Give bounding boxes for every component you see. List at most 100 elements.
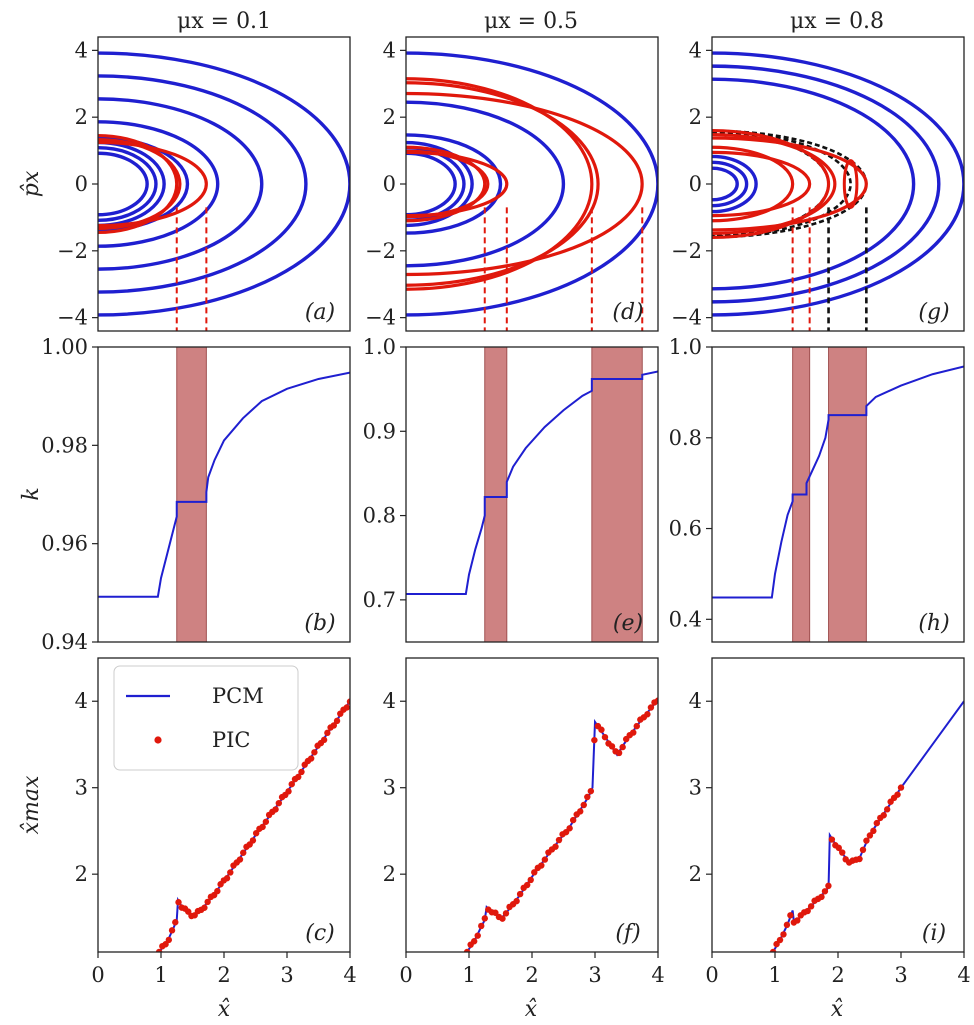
pic-point [298,768,305,776]
column-title-2: μx = 0.5 [484,9,578,34]
orbit-3 [98,140,166,228]
x-tick-label: 0 [91,963,104,987]
island-arc-1 [406,145,487,223]
panel-b: 0.94 0.96 0.98 1.00 (b) [41,335,351,654]
axes-frame [97,346,351,643]
x-tick-label: 2 [525,963,538,987]
y-tick-label: 4 [383,689,396,713]
pic-point [249,837,257,844]
island-arc-1 [712,145,795,223]
pic-point [566,825,573,832]
y-tick-label: 4 [689,38,702,62]
orbit-2 [98,146,158,222]
pic-point [275,799,283,807]
x-tick-label: 1 [768,963,781,987]
pic-point [262,818,270,825]
y-tick-label: 1.00 [41,335,88,359]
x-axis-label-1: x̂ [218,997,231,1022]
plot-area-h [712,347,964,642]
pic-point [647,704,655,711]
y-tick-label: 0.8 [363,504,396,528]
pic-point [474,932,481,939]
x-tick-label: 2 [217,963,230,987]
y-tick-label: 0.7 [363,588,396,612]
row-label-px: p̂x [19,170,44,197]
pic-point [185,908,192,915]
pic-point [783,921,791,929]
panel-f: 2 3 4 0 1 2 3 4 (f) [383,657,665,987]
pic-point [787,912,794,919]
y-tick-label: 3 [75,776,88,800]
unstable-band-2 [591,347,643,642]
axes-frame [711,657,965,953]
x-tick-label: 1 [154,963,167,987]
pic-point [633,722,640,730]
y-tick-label: 4 [689,689,702,713]
pic-point [513,897,520,905]
island-arc-2 [406,77,594,291]
y-tick-label: 0 [75,172,88,196]
orbit-4 [98,135,189,233]
y-tick-label: 0.6 [669,517,702,541]
island-core [842,159,859,209]
pic-point [295,773,302,781]
orbit-6 [98,97,264,271]
pic-point [285,788,292,795]
pic-point [204,898,211,906]
pic-point [320,736,328,744]
x-tick-label: 2 [831,963,844,987]
unstable-band-1 [176,347,207,642]
island-arc-1 [98,133,179,235]
panel-e: 0.7 0.8 0.9 1.0 (e) [363,335,659,643]
orbit-1 [406,151,457,217]
pic-point [330,722,338,729]
plot-area-b [98,347,350,642]
pic-point [227,869,234,876]
y-tick-label: −4 [671,306,702,330]
panel-label: (a) [305,300,335,325]
pic-point [307,755,315,762]
pic-point [569,816,577,824]
pic-point [165,936,173,944]
y-tick-label: 1.0 [363,335,396,359]
panel-label: (c) [305,921,335,946]
y-tick-label: 0.9 [363,419,396,443]
pic-point [324,729,331,737]
y-tick-label: 0.98 [41,433,88,457]
pic-point [577,808,584,815]
unstable-band-1 [484,347,508,642]
y-tick-label: −2 [365,239,396,263]
pic-point [818,893,825,901]
y-tick-label: 4 [383,38,396,62]
x-tick-label: 0 [705,963,718,987]
pic-point [272,806,279,813]
pic-point [531,869,538,876]
pic-point [346,698,350,705]
pic-point [333,717,341,725]
pic-point [859,846,867,854]
pic-point [470,938,478,945]
legend-pic-swatch [154,736,162,744]
column-title-1: μx = 0.1 [177,9,271,34]
island-outer-2 [406,91,644,277]
pic-point [478,922,485,930]
pic-point [870,827,877,835]
pic-point [252,829,260,837]
panel-label: (d) [612,300,643,325]
pic-point [821,888,829,895]
y-tick-label: 0.94 [41,630,88,654]
y-tick-label: 2 [689,862,702,886]
orbit-6 [712,51,964,317]
pic-point [541,856,549,863]
y-tick-label: 3 [383,776,396,800]
island-outer-2 [712,136,868,232]
row-label-k: k [19,487,44,500]
pic-point [630,729,637,736]
island-outer-1 [712,150,812,218]
island-outer-1 [406,150,509,218]
pic-point [155,948,163,952]
orbit-4 [712,77,916,291]
pic-point [776,936,784,944]
pic-point [538,862,545,869]
series-k [406,370,658,595]
